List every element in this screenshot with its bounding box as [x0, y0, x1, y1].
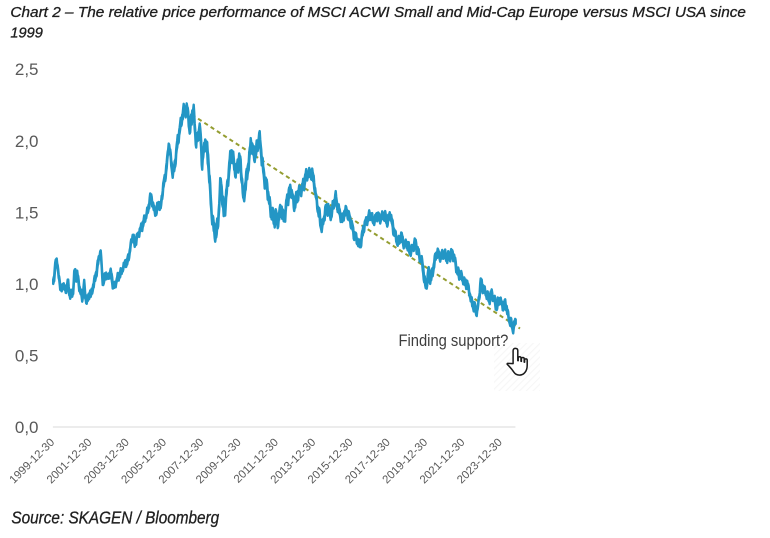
- svg-text:Finding support?: Finding support?: [399, 331, 509, 350]
- svg-text:0,5: 0,5: [15, 346, 39, 365]
- svg-text:Source: SKAGEN / Bloomberg: Source: SKAGEN / Bloomberg: [11, 508, 219, 528]
- svg-text:0,0: 0,0: [15, 418, 39, 437]
- svg-text:1,0: 1,0: [15, 275, 39, 294]
- svg-text:1999: 1999: [10, 25, 42, 41]
- svg-text:2,5: 2,5: [15, 60, 39, 79]
- svg-text:1,5: 1,5: [15, 203, 39, 222]
- svg-text:2,0: 2,0: [15, 132, 39, 151]
- svg-text:Chart 2 – The relative price p: Chart 2 – The relative price performance…: [10, 5, 746, 21]
